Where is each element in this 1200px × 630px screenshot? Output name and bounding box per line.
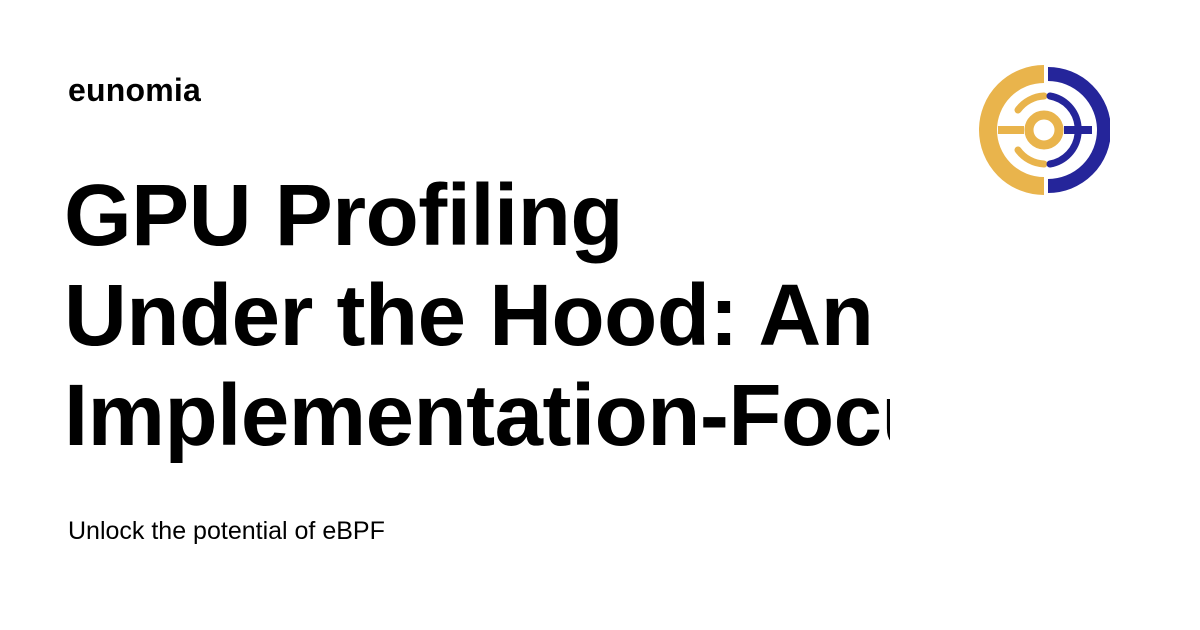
eunomia-logo-icon	[979, 65, 1110, 195]
article-subtitle: Unlock the potential of eBPF	[68, 517, 385, 545]
title-line-1: GPU Profiling	[64, 167, 624, 264]
site-name[interactable]: eunomia	[68, 72, 201, 108]
article-title: GPU Profiling Under the Hood: An Impleme…	[64, 166, 890, 466]
title-line-2: Under the Hood: An	[64, 267, 874, 364]
title-line-3: Implementation-Focused	[64, 367, 890, 464]
